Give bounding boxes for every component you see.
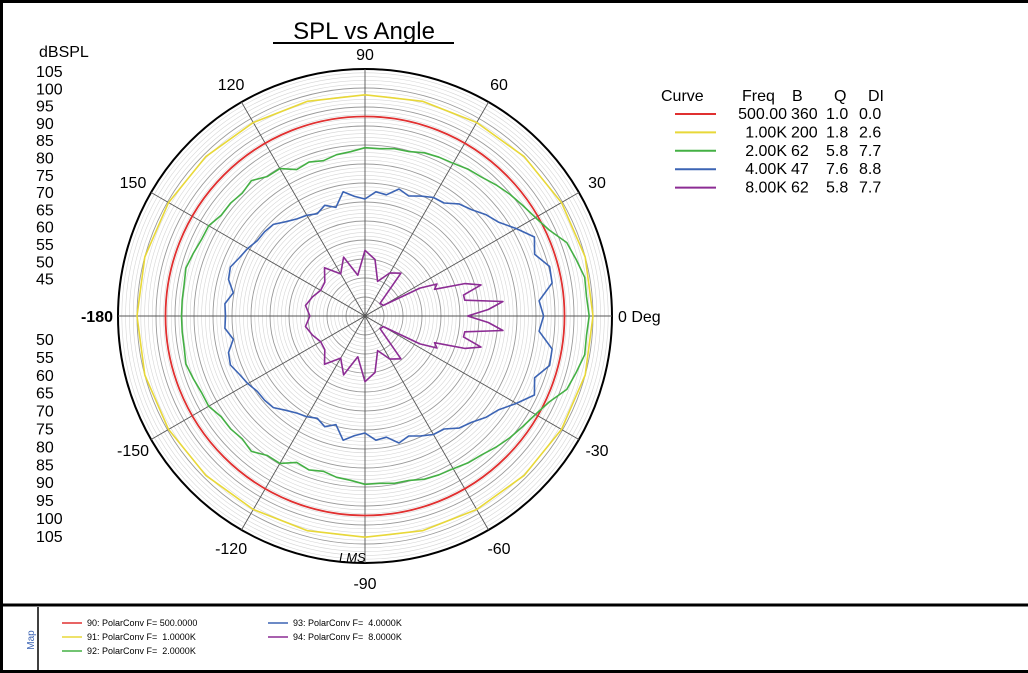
angle-label: 150: [120, 175, 147, 192]
table-b: 62: [791, 143, 809, 160]
table-di: 8.8: [859, 161, 881, 178]
radial-scale-label: 85: [36, 133, 54, 150]
chart-title: SPL vs Angle: [293, 18, 435, 45]
legend-entry: 91: PolarConv F= 1.0000K: [87, 632, 196, 642]
radial-scale-label: 105: [36, 529, 63, 546]
polar-curves: [136, 94, 594, 538]
map-sidebar-label[interactable]: Map: [26, 630, 37, 650]
radial-scale-label: 70: [36, 185, 54, 202]
radial-scale-labels: 1051009590858075706560555045505560657075…: [36, 64, 63, 546]
table-q: 1.0: [826, 106, 848, 123]
radial-scale-label: 55: [36, 237, 54, 254]
angle-label: -60: [487, 541, 510, 558]
table-di: 2.6: [859, 124, 881, 141]
angle-labels: 0 Deg 30 60 90 120 150 -180 -150 -120 -90 -60 -30: [81, 47, 661, 593]
angle-label: 90: [356, 47, 374, 64]
radial-scale-label: 80: [36, 151, 54, 168]
table-header: B: [792, 88, 803, 105]
curve-1.00K: [136, 94, 594, 538]
table-di: 7.7: [859, 180, 881, 197]
table-di: 7.7: [859, 143, 881, 160]
angle-label: -180: [81, 309, 113, 326]
radial-scale-label: 100: [36, 511, 63, 528]
lms-stamp: LMS: [339, 550, 366, 565]
radial-scale-label: 95: [36, 99, 54, 116]
radial-scale-label: 90: [36, 116, 54, 133]
table-b: 62: [791, 180, 809, 197]
radial-scale-label: 75: [36, 422, 54, 439]
legend-entry: 94: PolarConv F= 8.0000K: [293, 632, 402, 642]
angle-label: -30: [585, 443, 608, 460]
table-header: Freq: [742, 88, 775, 105]
angle-label: 30: [588, 175, 606, 192]
curve-2.00K: [180, 146, 590, 486]
table-freq: 8.00K: [745, 180, 787, 197]
table-freq: 500.00: [738, 106, 787, 123]
radial-scale-label: 80: [36, 439, 54, 456]
legend-entry: 90: PolarConv F= 500.0000: [87, 618, 197, 628]
table-q: 5.8: [826, 143, 848, 160]
angle-label: 0 Deg: [618, 309, 661, 326]
angle-label: -150: [117, 443, 149, 460]
radial-scale-label: 95: [36, 493, 54, 510]
radial-scale-label: 45: [36, 272, 54, 289]
radial-unit-label: dBSPL: [39, 44, 89, 61]
radial-scale-label: 60: [36, 368, 54, 385]
polar-grid: [117, 68, 613, 564]
table-header: Curve: [661, 88, 704, 105]
table-di: 0.0: [859, 106, 881, 123]
radial-scale-label: 100: [36, 81, 63, 98]
table-freq: 1.00K: [745, 124, 787, 141]
table-q: 1.8: [826, 124, 848, 141]
legend-entry: 93: PolarConv F= 4.0000K: [293, 618, 402, 628]
curve-table: Curve Freq B Q DI 500.00 360 1.0 0.0 1.00K 200 1.8 2…: [661, 88, 884, 197]
radial-scale-label: 50: [36, 332, 54, 349]
radial-scale-label: 50: [36, 254, 54, 271]
curve-500.00: [164, 115, 566, 517]
radial-scale-label: 60: [36, 220, 54, 237]
radial-scale-label: 90: [36, 475, 54, 492]
curve-8.00K: [304, 249, 504, 383]
radial-scale-label: 65: [36, 202, 54, 219]
curve-4.00K: [224, 188, 553, 444]
table-b: 200: [791, 124, 818, 141]
angle-spoke: [150, 192, 580, 440]
radial-scale-label: 70: [36, 404, 54, 421]
bottom-legend: 90: PolarConv F= 500.0000 91: PolarConv F…: [62, 618, 402, 656]
angle-label: -90: [353, 576, 376, 593]
table-q: 7.6: [826, 161, 848, 178]
angle-label: 120: [218, 77, 245, 94]
table-freq: 2.00K: [745, 143, 787, 160]
table-b: 360: [791, 106, 818, 123]
radial-scale-label: 85: [36, 457, 54, 474]
table-freq: 4.00K: [745, 161, 787, 178]
angle-label: -120: [215, 541, 247, 558]
table-header: Q: [834, 88, 846, 105]
angle-label: 60: [490, 77, 508, 94]
radial-scale-label: 75: [36, 168, 54, 185]
radial-scale-label: 55: [36, 350, 54, 367]
radial-scale-label: 65: [36, 386, 54, 403]
table-header: DI: [868, 88, 884, 105]
table-b: 47: [791, 161, 809, 178]
legend-entry: 92: PolarConv F= 2.0000K: [87, 646, 196, 656]
table-q: 5.8: [826, 180, 848, 197]
radial-scale-label: 105: [36, 64, 63, 81]
